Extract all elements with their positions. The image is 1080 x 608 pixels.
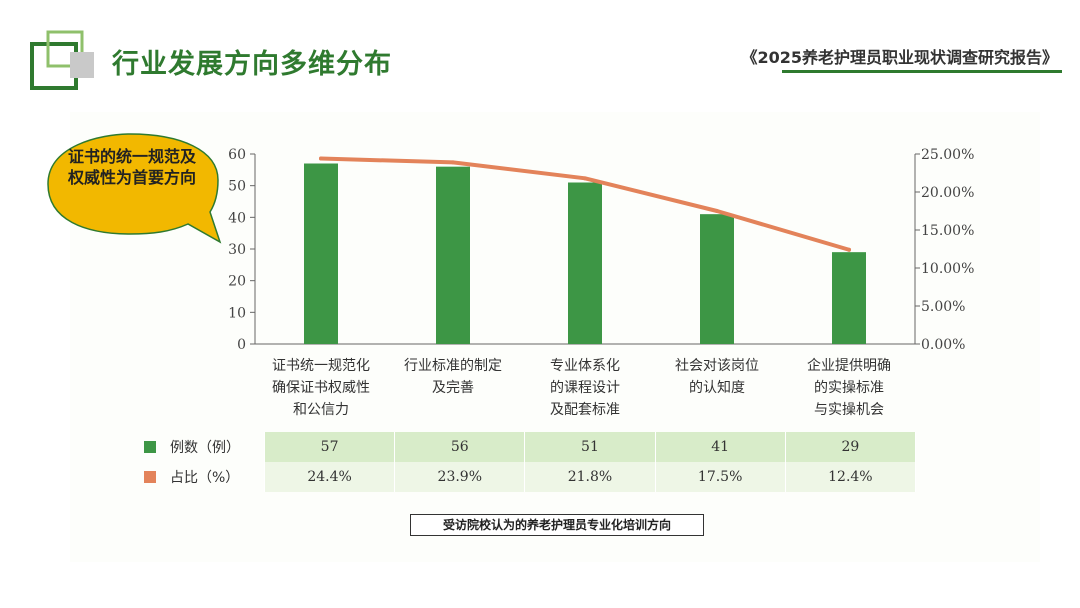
legend-count-label: 例数（例） — [170, 440, 240, 456]
callout-text: 证书的统一规范及权威性为首要方向 — [67, 147, 196, 187]
category-label: 及配套标准 — [550, 402, 620, 418]
legend-percent: 占比（%） — [134, 462, 265, 492]
y-tick-label-left: 60 — [228, 147, 246, 163]
line-point — [451, 160, 455, 165]
y-tick-label-left: 20 — [228, 274, 246, 290]
bar — [568, 182, 602, 344]
y-tick-label-right: 5.00% — [921, 299, 965, 315]
category-label: 证书统一规范化 — [272, 357, 370, 374]
category-label: 的认知度 — [689, 379, 745, 396]
table-cell: 23.9% — [394, 462, 526, 492]
chart-caption: 受访院校认为的养老护理员专业化培训方向 — [410, 514, 704, 536]
category-label: 企业提供明确 — [807, 357, 891, 374]
table-row: 占比（%） 24.4% 23.9% 21.8% 17.5% 12.4% — [134, 462, 917, 492]
y-tick-label-right: 10.00% — [921, 261, 974, 277]
legend-count: 例数（例） — [134, 432, 265, 462]
category-label: 专业体系化 — [550, 358, 620, 374]
logo-mark-icon — [30, 30, 94, 90]
legend-percent-label: 占比（%） — [170, 470, 240, 486]
y-tick-label-right: 0.00% — [921, 337, 965, 353]
bar — [436, 166, 470, 344]
line-point — [319, 156, 323, 161]
table-cell: 24.4% — [264, 462, 396, 492]
bar — [832, 252, 866, 344]
table-cell: 21.8% — [524, 462, 656, 492]
data-table: 例数（例） 57 56 51 41 29 占比（%） 24.4% 23.9% 2… — [134, 432, 917, 492]
table-cell: 41 — [655, 432, 786, 462]
y-tick-label-right: 20.00% — [921, 185, 974, 201]
callout-bubble: 证书的统一规范及权威性为首要方向 — [30, 124, 235, 244]
y-tick-label-left: 50 — [228, 179, 246, 195]
bar — [700, 214, 734, 344]
y-tick-label-right: 25.00% — [921, 147, 974, 163]
table-cell: 56 — [394, 432, 526, 462]
category-label: 确保证书权威性 — [272, 380, 370, 396]
table-cell: 57 — [264, 432, 396, 462]
category-label: 的课程设计 — [550, 380, 620, 396]
category-label: 与实操机会 — [814, 402, 884, 418]
speech-bubble-icon — [47, 133, 222, 244]
report-name: 《2025养老护理员职业现状调查研究报告》 — [741, 48, 1058, 67]
y-tick-label-left: 10 — [228, 305, 246, 321]
line-point — [583, 176, 587, 181]
category-label: 行业标准的制定 — [404, 358, 502, 374]
bar — [304, 163, 338, 344]
y-tick-label-left: 0 — [237, 337, 246, 353]
y-tick-label-right: 15.00% — [921, 223, 974, 239]
page-title: 行业发展方向多维分布 — [112, 49, 392, 80]
legend-line-swatch — [144, 471, 156, 483]
table-cell: 12.4% — [785, 462, 917, 492]
table-cell: 29 — [785, 432, 917, 462]
table-cell: 17.5% — [655, 462, 786, 492]
report-title-underline — [782, 70, 1062, 73]
line-point — [715, 209, 719, 213]
legend-bar-swatch — [144, 441, 156, 453]
y-tick-label-left: 40 — [228, 210, 246, 226]
category-label: 社会对该岗位 — [675, 358, 759, 374]
category-label: 和公信力 — [293, 402, 349, 418]
category-label: 的实操标准 — [814, 380, 884, 396]
table-cell: 51 — [524, 432, 656, 462]
line-point — [847, 247, 851, 252]
table-row: 例数（例） 57 56 51 41 29 — [134, 432, 917, 462]
y-tick-label-left: 30 — [228, 242, 246, 258]
category-label: 及完善 — [432, 380, 474, 396]
